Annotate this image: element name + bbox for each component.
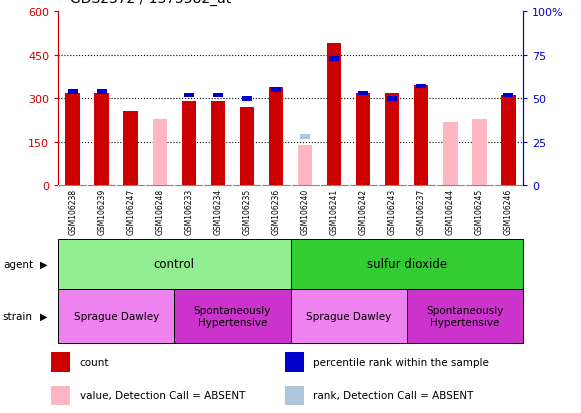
Text: GSM106242: GSM106242 (358, 188, 368, 235)
Bar (65, 93, 80, 186)
Bar (58, 289, 174, 343)
Bar (443, 122, 458, 186)
Text: GSM106248: GSM106248 (155, 188, 164, 235)
Text: GSM106241: GSM106241 (329, 188, 339, 235)
Bar (51, 386, 70, 405)
Bar (358, 92, 368, 96)
Text: ▶: ▶ (40, 259, 47, 269)
Bar (271, 88, 281, 93)
Text: Spontaneously
Hypertensive: Spontaneously Hypertensive (426, 305, 504, 327)
Text: strain: strain (3, 311, 33, 321)
Bar (210, 102, 225, 186)
Text: control: control (154, 258, 195, 271)
Bar (123, 112, 138, 186)
Text: GSM106245: GSM106245 (475, 188, 484, 235)
Bar (387, 97, 397, 101)
Text: agent: agent (3, 259, 33, 269)
Text: ▶: ▶ (40, 311, 47, 321)
Bar (58, 240, 290, 289)
Text: Spontaneously
Hypertensive: Spontaneously Hypertensive (193, 305, 271, 327)
Bar (67, 90, 78, 94)
Bar (285, 386, 304, 405)
Text: percentile rank within the sample: percentile rank within the sample (313, 358, 489, 368)
Text: GSM106244: GSM106244 (446, 188, 455, 235)
Bar (416, 85, 426, 89)
Bar (181, 102, 196, 186)
Text: Sprague Dawley: Sprague Dawley (306, 311, 391, 321)
Text: GDS2372 / 1375582_at: GDS2372 / 1375582_at (70, 0, 231, 6)
Bar (503, 93, 514, 98)
Text: GSM106234: GSM106234 (213, 188, 223, 235)
Text: GSM106238: GSM106238 (68, 188, 77, 235)
Text: GSM106233: GSM106233 (184, 188, 193, 235)
Text: GSM106235: GSM106235 (242, 188, 252, 235)
Bar (94, 93, 109, 186)
Bar (414, 86, 428, 186)
Bar (213, 93, 223, 98)
Bar (290, 240, 523, 289)
Bar (51, 353, 70, 372)
Bar (285, 353, 304, 372)
Text: GSM106237: GSM106237 (417, 188, 426, 235)
Bar (290, 289, 407, 343)
Bar (329, 57, 339, 62)
Text: Sprague Dawley: Sprague Dawley (74, 311, 159, 321)
Text: GSM106243: GSM106243 (388, 188, 397, 235)
Bar (297, 145, 313, 186)
Bar (239, 108, 254, 186)
Text: GSM106247: GSM106247 (126, 188, 135, 235)
Text: GSM106246: GSM106246 (504, 188, 513, 235)
Bar (242, 97, 252, 101)
Text: value, Detection Call = ABSENT: value, Detection Call = ABSENT (80, 390, 245, 401)
Bar (152, 119, 167, 186)
Bar (356, 93, 371, 186)
Text: rank, Detection Call = ABSENT: rank, Detection Call = ABSENT (313, 390, 474, 401)
Bar (407, 289, 523, 343)
Bar (174, 289, 290, 343)
Text: sulfur dioxide: sulfur dioxide (367, 258, 447, 271)
Text: count: count (80, 358, 109, 368)
Text: GSM106239: GSM106239 (97, 188, 106, 235)
Bar (327, 44, 342, 186)
Text: GSM106240: GSM106240 (300, 188, 310, 235)
Bar (385, 93, 399, 186)
Bar (472, 119, 486, 186)
Bar (184, 93, 194, 98)
Bar (300, 135, 310, 140)
Text: GSM106236: GSM106236 (271, 188, 281, 235)
Bar (501, 96, 516, 186)
Bar (268, 88, 283, 186)
Bar (96, 90, 107, 94)
